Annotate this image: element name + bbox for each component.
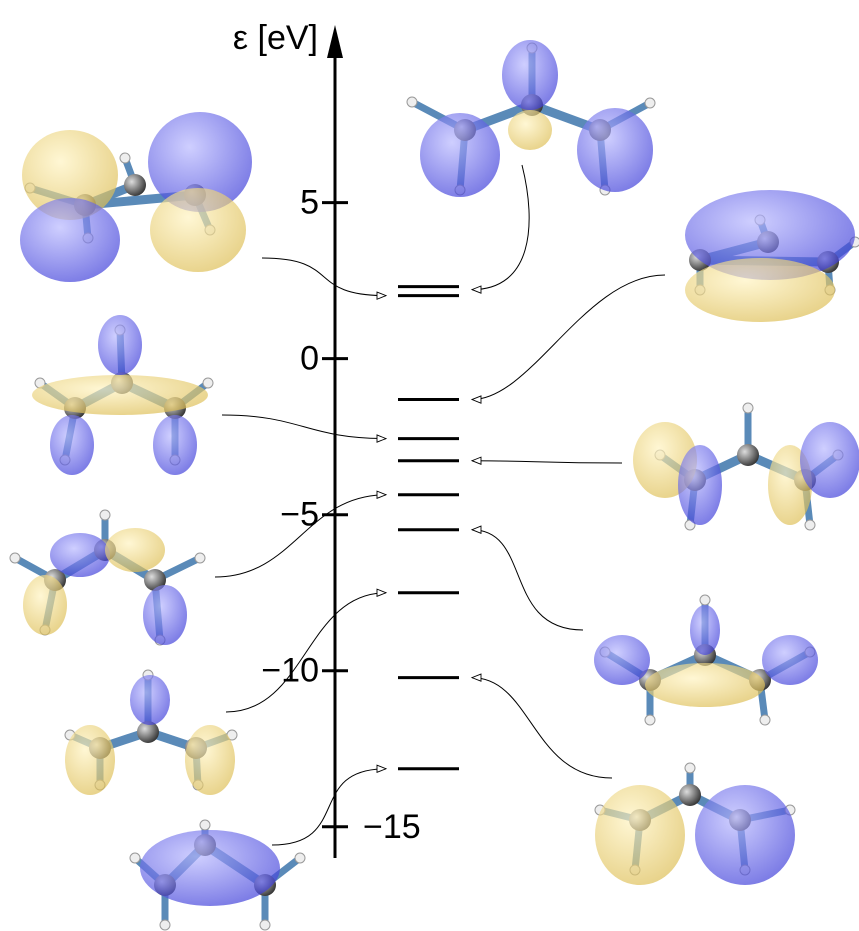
lobe <box>105 528 165 572</box>
lobe <box>140 830 280 906</box>
lobe <box>695 785 795 885</box>
lobe <box>594 635 650 685</box>
axis-arrow <box>327 25 343 58</box>
hydrogen <box>759 714 771 726</box>
lobe <box>130 675 170 725</box>
hydrogen <box>9 552 21 564</box>
orbital <box>9 509 206 646</box>
hydrogen <box>804 519 816 531</box>
hydrogen <box>159 919 171 931</box>
lobe <box>23 575 67 635</box>
lobe <box>50 415 94 475</box>
lobe <box>577 108 653 192</box>
lobe <box>420 113 500 197</box>
y-tick-label: −15 <box>363 808 421 846</box>
lobe <box>678 445 722 525</box>
hydrogen <box>194 552 206 564</box>
lobe <box>22 130 118 220</box>
orbital <box>20 112 252 282</box>
connector <box>470 164 530 294</box>
carbon <box>137 721 159 743</box>
connector <box>261 257 388 300</box>
lobe <box>690 605 720 655</box>
carbon <box>144 569 166 591</box>
hydrogen <box>294 852 306 864</box>
lobe <box>143 585 187 645</box>
lobe <box>50 533 110 577</box>
hydrogen <box>684 762 696 774</box>
carbon <box>124 174 146 196</box>
connector <box>470 673 613 779</box>
hydrogen <box>119 152 131 164</box>
orbital <box>129 819 306 931</box>
orbital-pictures <box>9 40 859 931</box>
lobe <box>153 415 197 475</box>
hydrogen <box>259 919 271 931</box>
lobe <box>762 635 818 685</box>
carbon <box>737 444 759 466</box>
orbital <box>594 762 796 885</box>
axis-label: ε [eV] <box>233 19 318 57</box>
y-tick-label: 5 <box>300 184 319 222</box>
lobe <box>148 112 252 212</box>
orbital <box>633 402 859 531</box>
connector <box>214 490 388 578</box>
orbital <box>594 594 818 726</box>
lobe <box>685 190 855 280</box>
lobe <box>508 110 552 150</box>
hydrogen <box>199 819 211 831</box>
hydrogen <box>406 96 418 108</box>
lobe <box>150 188 246 272</box>
y-tick-label: 0 <box>300 340 319 378</box>
connector <box>271 764 388 846</box>
connector <box>470 274 666 404</box>
hydrogen <box>699 594 711 606</box>
lobe <box>32 375 208 415</box>
orbital <box>32 315 214 475</box>
hydrogen <box>644 97 656 109</box>
lobe <box>685 258 835 322</box>
connector <box>470 525 584 631</box>
hydrogen <box>129 852 141 864</box>
connector <box>470 456 623 465</box>
lobe <box>65 725 115 795</box>
lobe <box>645 663 765 707</box>
orbital <box>685 190 859 322</box>
lobe <box>98 315 142 375</box>
hydrogen <box>644 714 656 726</box>
connector <box>225 588 388 713</box>
orbital <box>406 40 656 197</box>
hydrogen <box>202 377 214 389</box>
lobe <box>502 40 558 110</box>
lobe <box>800 422 859 498</box>
connector <box>221 414 388 443</box>
hydrogen <box>99 509 111 521</box>
lobe <box>595 785 685 885</box>
hydrogen <box>742 402 754 414</box>
lobe <box>20 198 120 282</box>
lobe <box>185 725 235 795</box>
y-tick-label: −5 <box>280 496 319 534</box>
orbital <box>64 669 238 795</box>
y-tick-label: −10 <box>261 652 319 690</box>
carbon <box>679 784 701 806</box>
